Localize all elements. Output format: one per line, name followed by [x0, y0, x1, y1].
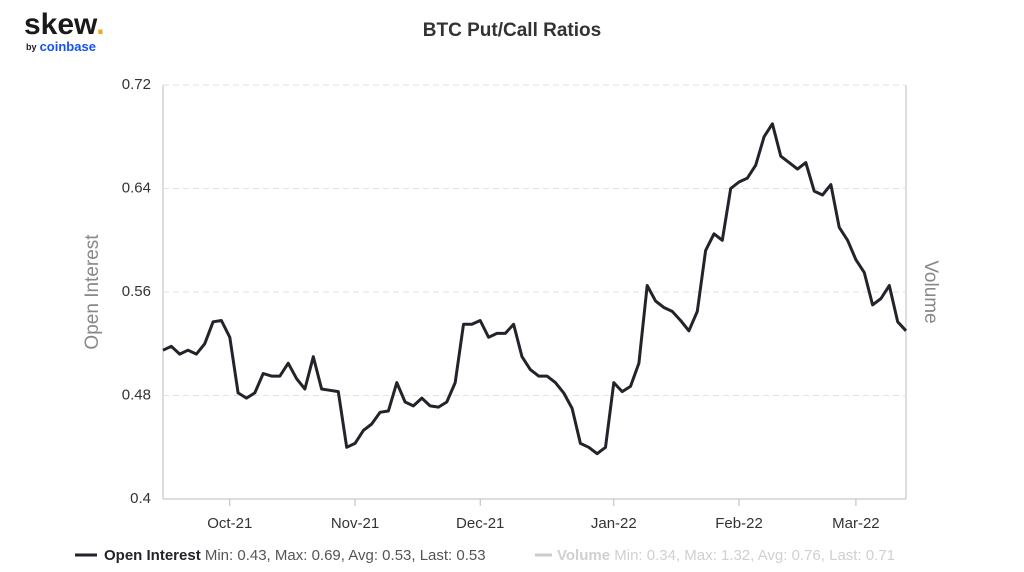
logo: skew. [24, 8, 105, 41]
legend-stats: Min: 0.34, Max: 1.32, Avg: 0.76, Last: 0… [614, 547, 895, 564]
logo-brand: coinbase [40, 39, 96, 54]
x-tick-label: Oct-21 [207, 515, 252, 532]
y2-axis-label: Volume [920, 260, 941, 323]
legend-stats: Min: 0.43, Max: 0.69, Avg: 0.53, Last: 0… [205, 547, 486, 564]
x-tick-label: Feb-22 [715, 515, 763, 532]
y-tick-label: 0.4 [130, 490, 151, 507]
y-tick-label: 0.72 [122, 76, 151, 93]
legend-entry[interactable]: Volume Min: 0.34, Max: 1.32, Avg: 0.76, … [557, 547, 895, 564]
legend-entry[interactable]: Open Interest Min: 0.43, Max: 0.69, Avg:… [104, 547, 486, 564]
y-tick-label: 0.56 [122, 283, 151, 300]
chart-title: BTC Put/Call Ratios [423, 20, 601, 41]
x-tick-label: Jan-22 [591, 515, 637, 532]
legend-name: Open Interest [104, 547, 201, 564]
y-tick-label: 0.64 [122, 179, 151, 196]
y-tick-label: 0.48 [122, 386, 151, 403]
logo-sub: by coinbase [26, 39, 96, 54]
legend-name: Volume [557, 547, 610, 564]
logo-dot: . [96, 8, 104, 41]
logo-name: skew [24, 8, 98, 41]
x-tick-label: Mar-22 [832, 515, 880, 532]
logo-by: by [26, 42, 37, 52]
x-tick-label: Dec-21 [456, 515, 504, 532]
y-axis-label: Open Interest [82, 234, 103, 350]
data-line [162, 122, 908, 456]
x-tick-label: Nov-21 [331, 515, 379, 532]
